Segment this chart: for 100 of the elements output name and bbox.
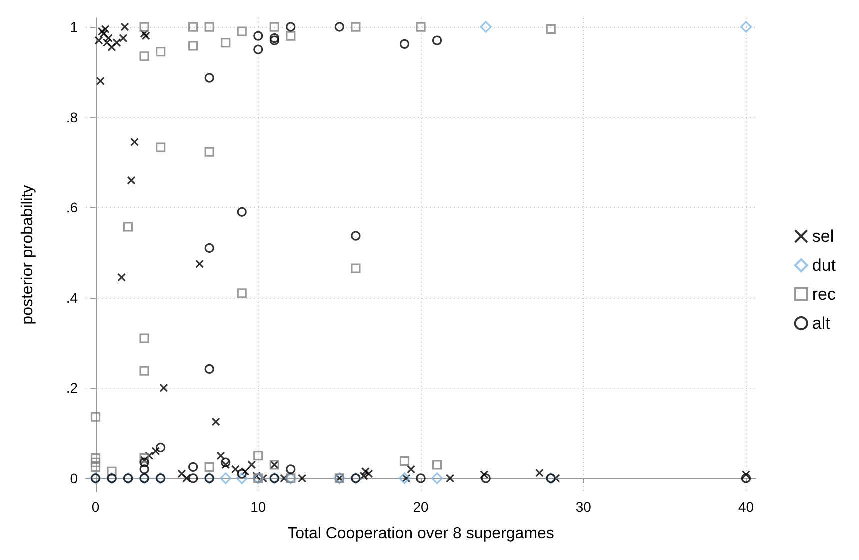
point — [351, 22, 361, 32]
legend-label: dut — [812, 256, 836, 275]
point — [188, 22, 198, 32]
point — [108, 43, 116, 52]
y-axis-title: posterior probability — [20, 185, 36, 325]
y-tick-label: .2 — [66, 380, 78, 396]
point — [222, 460, 230, 470]
y-tick-label: .8 — [66, 109, 78, 126]
y-tick-label: .6 — [66, 200, 78, 216]
point — [416, 22, 426, 32]
point — [254, 44, 264, 54]
point — [90, 412, 101, 422]
point — [741, 474, 752, 484]
point — [334, 22, 344, 32]
point — [178, 470, 186, 478]
point — [98, 27, 107, 36]
point — [204, 22, 214, 32]
point — [364, 470, 374, 478]
point — [398, 472, 411, 484]
x-tick-label: 10 — [250, 499, 266, 515]
point — [237, 469, 247, 479]
point — [546, 24, 556, 34]
point — [446, 474, 455, 483]
point — [241, 467, 250, 476]
point — [286, 22, 296, 32]
point — [140, 464, 150, 474]
point — [298, 474, 307, 483]
point — [236, 472, 248, 484]
point — [156, 142, 166, 152]
point — [94, 36, 104, 45]
point — [140, 30, 149, 38]
point — [481, 474, 491, 484]
point — [237, 26, 247, 36]
point — [204, 243, 214, 254]
point — [127, 176, 136, 185]
point — [221, 38, 231, 48]
point — [204, 462, 214, 472]
point — [140, 52, 150, 62]
y-tick-label: 0 — [70, 470, 78, 486]
point — [130, 138, 140, 146]
point — [117, 273, 126, 282]
y-tick-label: 1 — [70, 19, 78, 36]
point — [221, 458, 231, 468]
point — [220, 472, 232, 484]
point — [480, 21, 492, 33]
point — [188, 462, 198, 472]
point — [188, 474, 198, 484]
point — [416, 474, 426, 484]
point — [237, 207, 247, 217]
point — [188, 41, 198, 51]
point — [90, 453, 101, 463]
x-axis-title: Total Cooperation over 8 supergames — [288, 526, 554, 542]
x-tick-label: 20 — [413, 499, 429, 515]
point — [120, 22, 130, 32]
point — [140, 456, 149, 465]
point — [140, 334, 150, 344]
point — [140, 458, 150, 468]
point — [107, 466, 117, 476]
legend-label: rec — [812, 285, 836, 304]
point — [96, 76, 105, 86]
point — [432, 460, 442, 470]
point — [204, 364, 214, 374]
point — [400, 39, 410, 49]
point — [400, 456, 410, 466]
point — [286, 31, 296, 41]
point — [90, 462, 101, 472]
point — [142, 32, 150, 40]
point — [140, 22, 150, 32]
point — [156, 442, 166, 453]
point — [140, 366, 150, 376]
point — [237, 288, 247, 298]
point — [431, 472, 444, 484]
point — [231, 465, 240, 474]
legend-label: alt — [812, 314, 831, 333]
point — [152, 447, 160, 456]
y-tick-label: .4 — [66, 290, 78, 306]
point — [204, 73, 214, 83]
x-tick-label: 0 — [92, 499, 100, 515]
point — [216, 452, 226, 460]
point — [254, 31, 264, 41]
point — [160, 384, 168, 392]
point — [156, 47, 166, 57]
point — [254, 451, 264, 461]
point — [90, 458, 101, 468]
point — [204, 147, 214, 157]
x-tick-label: 30 — [576, 499, 592, 515]
point — [248, 460, 256, 470]
point — [552, 474, 560, 483]
point — [123, 222, 134, 232]
x-tick-label: 40 — [738, 499, 754, 515]
point — [740, 21, 752, 33]
point — [112, 38, 122, 48]
point — [432, 36, 442, 46]
point — [270, 22, 280, 32]
point — [742, 470, 751, 480]
point — [140, 453, 150, 463]
point — [351, 231, 361, 241]
point — [212, 418, 220, 426]
point — [182, 474, 192, 483]
point — [351, 264, 361, 274]
